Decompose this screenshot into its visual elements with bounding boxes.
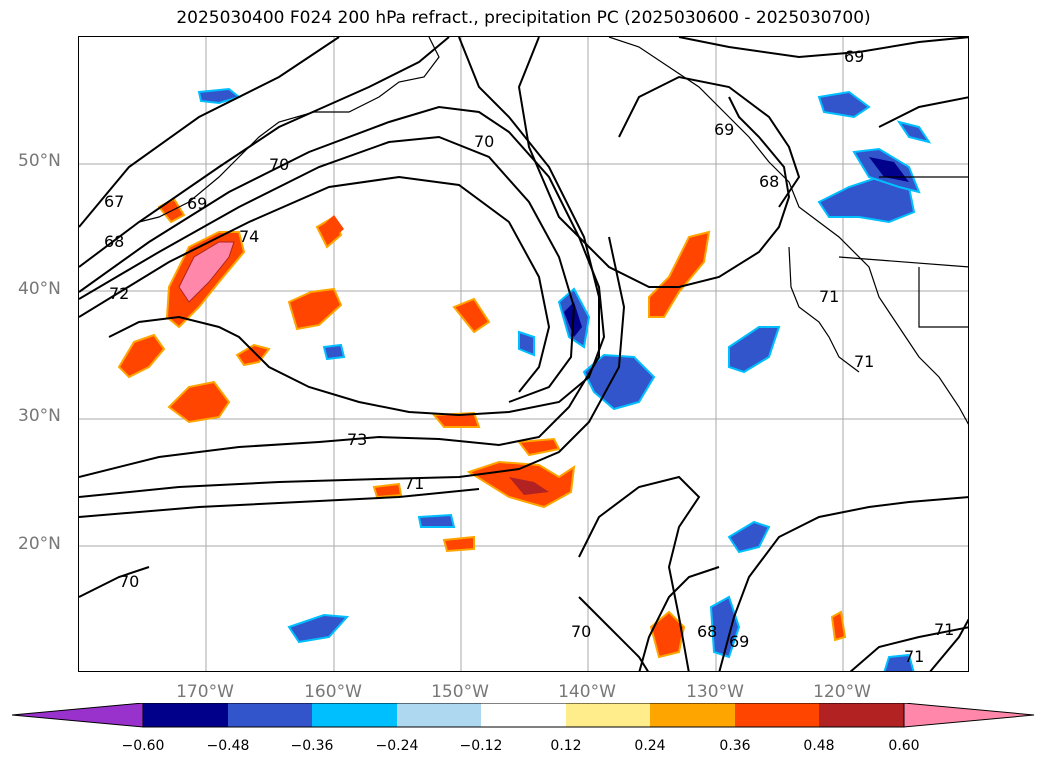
colorbar-tick: 0.12 bbox=[550, 738, 582, 754]
map-svg: 69 70 70 67 68 69 70 72 73 71 70 68 69 7… bbox=[79, 37, 968, 671]
colorbar-swatch bbox=[397, 703, 481, 727]
negative-anomaly-areas bbox=[197, 87, 932, 671]
colorbar-tick: −0.48 bbox=[206, 738, 250, 754]
map-panel: 69 70 70 67 68 69 70 72 73 71 70 68 69 7… bbox=[78, 36, 969, 672]
contour-label: 68 bbox=[759, 172, 779, 191]
contour-label: 70 bbox=[119, 572, 139, 591]
lat-label-30n: 30°N bbox=[18, 406, 61, 426]
lon-label-170w: 170°W bbox=[176, 682, 234, 702]
contour-label: 69 bbox=[729, 632, 749, 651]
colorbar-tick: 0.48 bbox=[803, 738, 835, 754]
lon-label-120w: 120°W bbox=[813, 682, 871, 702]
colorbar-tick: 0.36 bbox=[719, 738, 751, 754]
contour-label: 69 bbox=[714, 120, 734, 139]
map-title: 2025030400 F024 200 hPa refract., precip… bbox=[176, 8, 871, 28]
colorbar-swatch bbox=[735, 703, 819, 727]
lon-label-130w: 130°W bbox=[686, 682, 744, 702]
colorbar-tick: 0.24 bbox=[634, 738, 666, 754]
contour-label: 68 bbox=[697, 622, 717, 641]
lon-label-150w: 150°W bbox=[431, 682, 489, 702]
lat-label-40n: 40°N bbox=[18, 279, 61, 299]
contour-label: 71 bbox=[934, 620, 954, 639]
colorbar-swatch bbox=[143, 703, 228, 727]
colorbar-swatch bbox=[312, 703, 397, 727]
colorbar-tick: −0.24 bbox=[375, 738, 419, 754]
colorbar-tick: −0.36 bbox=[290, 738, 334, 754]
contour-label: 71 bbox=[819, 287, 839, 306]
colorbar-swatch bbox=[819, 703, 904, 727]
colorbar-swatch bbox=[650, 703, 735, 727]
colorbar-extend-high bbox=[903, 703, 1035, 728]
contour-label: 70 bbox=[474, 132, 494, 151]
lon-label-160w: 160°W bbox=[304, 682, 362, 702]
contour-label: 72 bbox=[109, 284, 129, 303]
contour-label: 69 bbox=[844, 47, 864, 66]
contour-label: 67 bbox=[104, 192, 124, 211]
lat-label-50n: 50°N bbox=[18, 151, 61, 171]
colorbar bbox=[12, 703, 1035, 728]
contour-label: 69 bbox=[187, 194, 207, 213]
contour-labels: 69 70 70 67 68 69 70 72 73 71 70 68 69 7… bbox=[104, 47, 954, 666]
contour-label: 71 bbox=[854, 352, 874, 371]
colorbar-tick: −0.12 bbox=[459, 738, 503, 754]
contour-label: 73 bbox=[347, 430, 367, 449]
colorbar-extend-low bbox=[12, 703, 144, 728]
colorbar-swatch bbox=[481, 703, 566, 727]
contour-label: 70 bbox=[571, 622, 591, 641]
colorbar-tick: 0.60 bbox=[888, 738, 920, 754]
contour-label: 71 bbox=[404, 474, 424, 493]
contour-label: 68 bbox=[104, 232, 124, 251]
lat-label-20n: 20°N bbox=[18, 534, 61, 554]
contour-label: 74 bbox=[239, 227, 259, 246]
contour-label: 70 bbox=[269, 155, 289, 174]
coastlines bbox=[138, 37, 968, 425]
contour-label: 71 bbox=[904, 647, 924, 666]
gridlines bbox=[79, 37, 968, 671]
colorbar-tick: −0.60 bbox=[121, 738, 165, 754]
colorbar-swatch bbox=[566, 703, 650, 727]
lon-label-140w: 140°W bbox=[558, 682, 616, 702]
positive-anomaly-areas bbox=[117, 197, 847, 659]
contour-lines bbox=[79, 37, 968, 671]
colorbar-swatch bbox=[228, 703, 312, 727]
